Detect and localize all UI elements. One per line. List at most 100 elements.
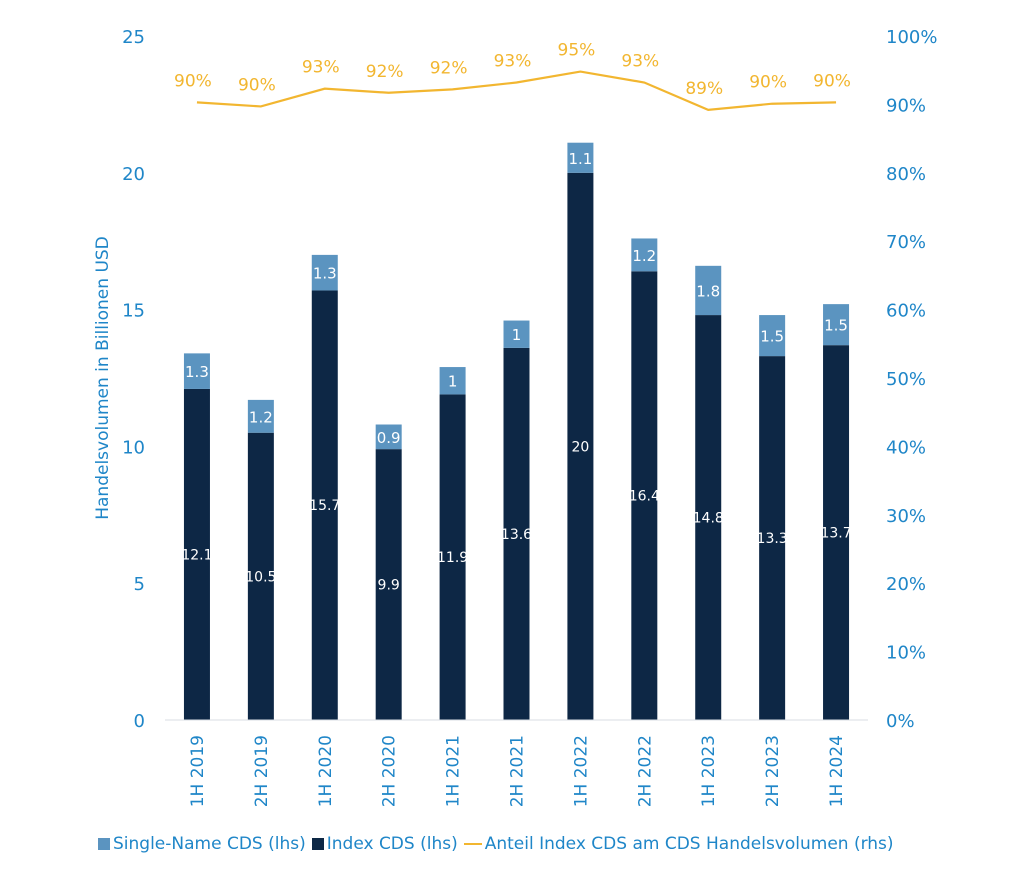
bar-index-cds (503, 347, 530, 720)
data-label-single-name-cds: 1.3 (185, 363, 209, 381)
data-label-share: 90% (238, 75, 276, 95)
y-tick-label-right: 70% (886, 232, 926, 253)
bar-single-name-cds (439, 367, 466, 395)
y-tick-label-right: 10% (886, 643, 926, 664)
y-tick-label-right: 100% (886, 27, 937, 48)
legend-label-share: Anteil Index CDS am CDS Handelsvolumen (… (484, 834, 894, 854)
bars-layer (183, 142, 850, 721)
x-tick-label: 2H 2023 (763, 735, 783, 807)
x-tick-label: 1H 2022 (571, 735, 591, 807)
y-tick-label-right: 20% (886, 574, 926, 595)
share-line-layer (196, 70, 837, 111)
data-label-single-name-cds: 1.5 (824, 317, 848, 335)
bar-index-cds (823, 345, 850, 720)
x-tick-label: 2H 2020 (380, 735, 400, 807)
data-label-single-name-cds: 1 (448, 373, 458, 391)
data-label-single-name-cds: 1.1 (568, 150, 592, 168)
bar-index-cds (439, 394, 466, 720)
y-tick-label-right: 40% (886, 437, 926, 458)
data-label-index-cds: 9.9 (378, 578, 400, 594)
x-tick-label: 2H 2019 (252, 735, 272, 807)
data-label-share: 95% (558, 41, 596, 61)
data-label-index-cds: 15.7 (309, 498, 340, 514)
data-label-share: 92% (366, 62, 404, 82)
axes-layer: 1H 2019 2H 2019 1H 2020 2H 2020 1H 2021 2H 20… (122, 27, 937, 807)
bar-index-cds (247, 432, 274, 720)
bar-index-cds (311, 290, 338, 720)
bar-index-cds (567, 172, 594, 721)
legend-swatch-single-name (98, 838, 110, 850)
bar-index-cds (375, 449, 402, 720)
bar-single-name-cds (695, 265, 722, 316)
legend-item-single-name: Single-Name CDS (lhs) (98, 834, 306, 854)
data-label-index-cds: 10.5 (245, 569, 276, 585)
data-label-share: 90% (813, 71, 851, 91)
data-label-index-cds: 13.7 (820, 526, 851, 542)
y-axis-label: Handelsvolumen in Billionen USD (93, 236, 113, 520)
data-label-share: 92% (430, 58, 468, 78)
chart-legend: Single-Name CDS (lhs) Index CDS (lhs) An… (98, 834, 894, 854)
x-tick-label: 2H 2021 (508, 735, 528, 807)
y-tick-label-right: 60% (886, 301, 926, 322)
data-label-single-name-cds: 1.5 (760, 328, 784, 346)
bar-single-name-cds (311, 254, 338, 291)
y-tick-label-right: 50% (886, 369, 926, 390)
data-label-share: 93% (494, 52, 532, 72)
x-tick-label: 1H 2024 (827, 735, 847, 807)
data-label-single-name-cds: 0.9 (377, 429, 401, 447)
data-label-single-name-cds: 1.2 (249, 408, 273, 426)
bar-single-name-cds (503, 320, 530, 348)
bar-single-name-cds (823, 304, 850, 346)
y-tick-label-right: 0% (886, 711, 915, 732)
bar-index-cds (183, 388, 210, 720)
bar-single-name-cds (567, 142, 594, 173)
bar-single-name-cds (759, 315, 786, 357)
data-label-index-cds: 16.4 (629, 489, 660, 505)
share-line (196, 70, 837, 111)
y-tick-label-right: 30% (886, 506, 926, 527)
x-tick-label: 1H 2021 (444, 735, 464, 807)
legend-label-single-name: Single-Name CDS (lhs) (113, 834, 306, 854)
chart-svg: 1H 2019 2H 2019 1H 2020 2H 2020 1H 2021 2H 20… (93, 27, 937, 807)
data-label-single-name-cds: 1.2 (632, 247, 656, 265)
legend-swatch-share (463, 843, 482, 845)
bar-single-name-cds (375, 424, 402, 450)
x-tick-label: 2H 2022 (635, 735, 655, 807)
y-tick-label-left: 0 (134, 711, 145, 732)
data-label-share: 89% (685, 79, 723, 99)
data-label-index-cds: 14.8 (693, 511, 724, 527)
legend-item-index: Index CDS (lhs) (311, 834, 458, 854)
data-label-index-cds: 13.6 (501, 527, 532, 543)
y-tick-label-left: 5 (134, 574, 145, 595)
data-label-index-cds: 12.1 (181, 547, 212, 563)
data-label-share: 93% (621, 52, 659, 72)
y-tick-label-right: 90% (886, 95, 926, 116)
legend-item-share: Anteil Index CDS am CDS Handelsvolumen (… (463, 834, 894, 854)
bar-single-name-cds (631, 238, 658, 272)
bar-index-cds (631, 271, 658, 720)
y-tick-label-left: 25 (122, 27, 145, 48)
bar-single-name-cds (183, 353, 210, 389)
data-label-index-cds: 11.9 (437, 550, 468, 566)
legend-label-index: Index CDS (lhs) (326, 834, 458, 854)
labels-layer: 12.1 1.3 10.5 1.2 15.7 1.3 9.9 0.9 11.9 1 13.6 1 20 1… (174, 41, 852, 594)
data-label-share: 90% (174, 71, 212, 91)
y-tick-label-left: 20 (122, 164, 145, 185)
y-tick-label-left: 15 (122, 301, 145, 322)
data-label-index-cds: 13.3 (757, 531, 788, 547)
data-label-single-name-cds: 1 (512, 326, 522, 344)
x-tick-label: 1H 2023 (699, 735, 719, 807)
data-label-single-name-cds: 1.8 (696, 282, 720, 300)
legend-swatch-index (311, 838, 324, 850)
y-tick-label-left: 10 (122, 437, 145, 458)
bar-index-cds (695, 315, 722, 720)
y-tick-label-right: 80% (886, 164, 926, 185)
x-tick-label: 1H 2019 (188, 735, 208, 807)
data-label-single-name-cds: 1.3 (313, 265, 337, 283)
x-tick-label: 1H 2020 (316, 735, 336, 807)
data-label-index-cds: 20 (571, 439, 589, 455)
bar-index-cds (759, 356, 786, 720)
data-label-share: 90% (749, 73, 787, 93)
bar-single-name-cds (247, 399, 274, 433)
